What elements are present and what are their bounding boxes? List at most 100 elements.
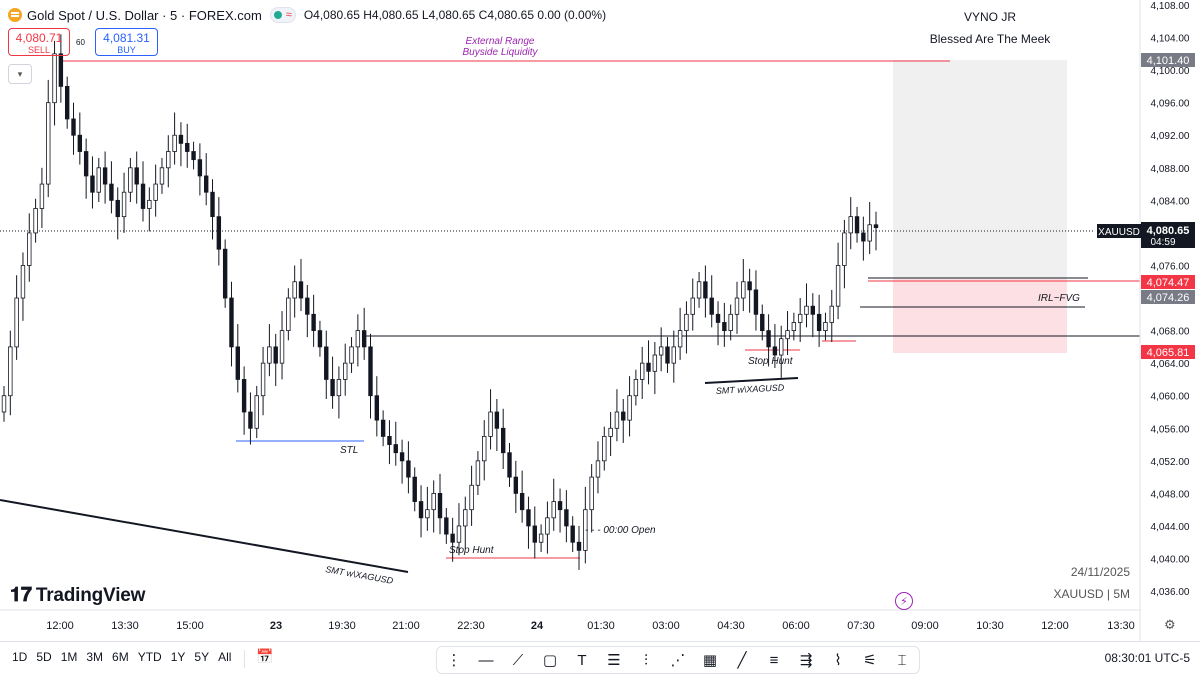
candle-body: [361, 330, 367, 348]
range-3m[interactable]: 3M: [86, 650, 104, 664]
price-scale[interactable]: [1140, 0, 1200, 641]
candle-body: [848, 216, 853, 234]
bottom-zone-tag: [1141, 345, 1195, 359]
buy-button[interactable]: 4,081.31 BUY: [95, 28, 158, 56]
fan-icon[interactable]: ⚟: [863, 652, 877, 669]
candle-body: [185, 142, 190, 152]
candle-body: [96, 167, 101, 193]
candle-body: [222, 248, 228, 299]
parallel-channel-icon[interactable]: ≡: [769, 651, 779, 669]
candle-body: [741, 281, 746, 299]
candle-body: [71, 118, 76, 136]
tradingview-mark-icon: 𝟏𝟕: [10, 584, 32, 606]
candle-body: [425, 509, 430, 519]
candle-body: [507, 452, 512, 478]
candle-body: [248, 411, 253, 429]
candle-body: [121, 191, 127, 218]
price-tick: 4,048.00: [1151, 489, 1190, 500]
text-icon[interactable]: T: [577, 651, 587, 669]
time-tick: 01:30: [587, 620, 615, 632]
candle-body: [349, 346, 354, 364]
candle-body: [8, 346, 13, 397]
time-tick: 21:00: [392, 620, 420, 632]
grey-line-tag: [1141, 290, 1195, 304]
range-selector[interactable]: 1D 5D 1M 3M 6M YTD 1Y 5Y All: [12, 650, 231, 664]
candle-body: [229, 297, 234, 348]
candle-body: [27, 232, 32, 266]
candle-body: [677, 330, 683, 348]
measure-icon[interactable]: ⌶: [897, 651, 907, 669]
tradingview-wordmark: TradingView: [35, 584, 146, 606]
candle-body: [393, 444, 398, 454]
smt-trendline-1[interactable]: [0, 499, 409, 573]
price-tick: 4,052.00: [1151, 457, 1190, 468]
range-1m[interactable]: 1M: [60, 650, 78, 664]
price-tick: 4,044.00: [1151, 522, 1190, 533]
candle-body: [431, 492, 436, 511]
symbol-header[interactable]: Gold Spot / U.S. Dollar · 5 · FOREX.com …: [8, 6, 606, 24]
brush-icon[interactable]: ╱: [737, 652, 747, 669]
chevron-down-icon[interactable]: ▾: [8, 64, 32, 84]
market-status-pill[interactable]: ≈: [269, 7, 296, 23]
fib-icon[interactable]: ☰: [607, 652, 621, 669]
tradingview-logo[interactable]: 𝟏𝟕 TradingView: [10, 584, 145, 607]
horizontal-line-icon[interactable]: —: [478, 651, 494, 669]
candle-body: [835, 265, 841, 307]
time-scale[interactable]: 12:00 13:30 15:00 23 19:30 21:00 22:30 24 01:30 0…: [46, 620, 1135, 632]
candle-body: [153, 183, 158, 201]
drag-handle-icon[interactable]: ⋮: [446, 652, 462, 669]
clock[interactable]: 08:30:01 UTC-5: [1104, 651, 1190, 665]
candle-body: [823, 322, 828, 331]
price-tick: 4,068.00: [1151, 327, 1190, 338]
range-ytd[interactable]: YTD: [137, 650, 162, 664]
price-tick: 4,104.00: [1151, 34, 1190, 45]
time-tick: 12:00: [1041, 620, 1069, 632]
candle-body: [109, 183, 114, 201]
position-icon[interactable]: ⫶: [644, 651, 648, 669]
buyside-liquidity-label: Buyside Liquidity: [462, 47, 538, 58]
grid-icon[interactable]: ▦: [702, 652, 718, 669]
candle-body: [734, 297, 740, 315]
pattern-icon[interactable]: ⋰: [670, 652, 686, 669]
calendar-icon[interactable]: 📅: [256, 648, 274, 664]
candle-body: [715, 313, 721, 323]
candle-body: [216, 216, 222, 250]
gear-icon[interactable]: ⚙: [1164, 617, 1176, 632]
sell-button[interactable]: 4,080.71 SELL: [8, 28, 70, 56]
candle-body: [589, 476, 594, 511]
candle-body: [791, 322, 797, 331]
price-tick: 4,056.00: [1151, 424, 1190, 435]
smt-label-2: SMT w\XAGUSD: [716, 382, 785, 396]
candle-body: [241, 379, 247, 413]
candle-body: [614, 411, 620, 429]
lightning-icon[interactable]: ⚡: [895, 592, 913, 610]
candle-body: [292, 281, 297, 299]
red-line-tag: [1141, 275, 1195, 289]
symbol-title[interactable]: Gold Spot / U.S. Dollar · 5 · FOREX.com: [27, 7, 262, 23]
candle-body: [772, 346, 778, 356]
candle-body: [797, 313, 803, 323]
range-6m[interactable]: 6M: [112, 650, 129, 664]
candle-body: [273, 346, 278, 364]
range-1y[interactable]: 1Y: [170, 650, 186, 664]
regression-icon[interactable]: ⇶: [799, 652, 813, 669]
candle-body: [785, 330, 790, 340]
candle-body: [854, 216, 860, 234]
candle-body: [816, 313, 822, 332]
candle-body: [115, 199, 120, 218]
external-range-label: External Range: [466, 36, 535, 47]
rectangle-icon[interactable]: ▢: [542, 652, 558, 669]
user-watermark: VYNO JR Blessed Are The Meek: [920, 10, 1060, 46]
range-5y[interactable]: 5Y: [194, 650, 210, 664]
range-all[interactable]: All: [218, 650, 232, 664]
range-1d[interactable]: 1D: [12, 650, 28, 664]
path-icon[interactable]: ⌇: [834, 652, 842, 669]
candle-body: [197, 159, 203, 177]
candle-body: [545, 517, 550, 535]
red-line-label: 4,074.47: [1147, 277, 1190, 289]
trend-line-icon[interactable]: ⟋: [512, 651, 524, 669]
smt-trendline-2[interactable]: [704, 377, 799, 384]
candle-body: [166, 151, 171, 169]
range-5d[interactable]: 5D: [36, 650, 52, 664]
